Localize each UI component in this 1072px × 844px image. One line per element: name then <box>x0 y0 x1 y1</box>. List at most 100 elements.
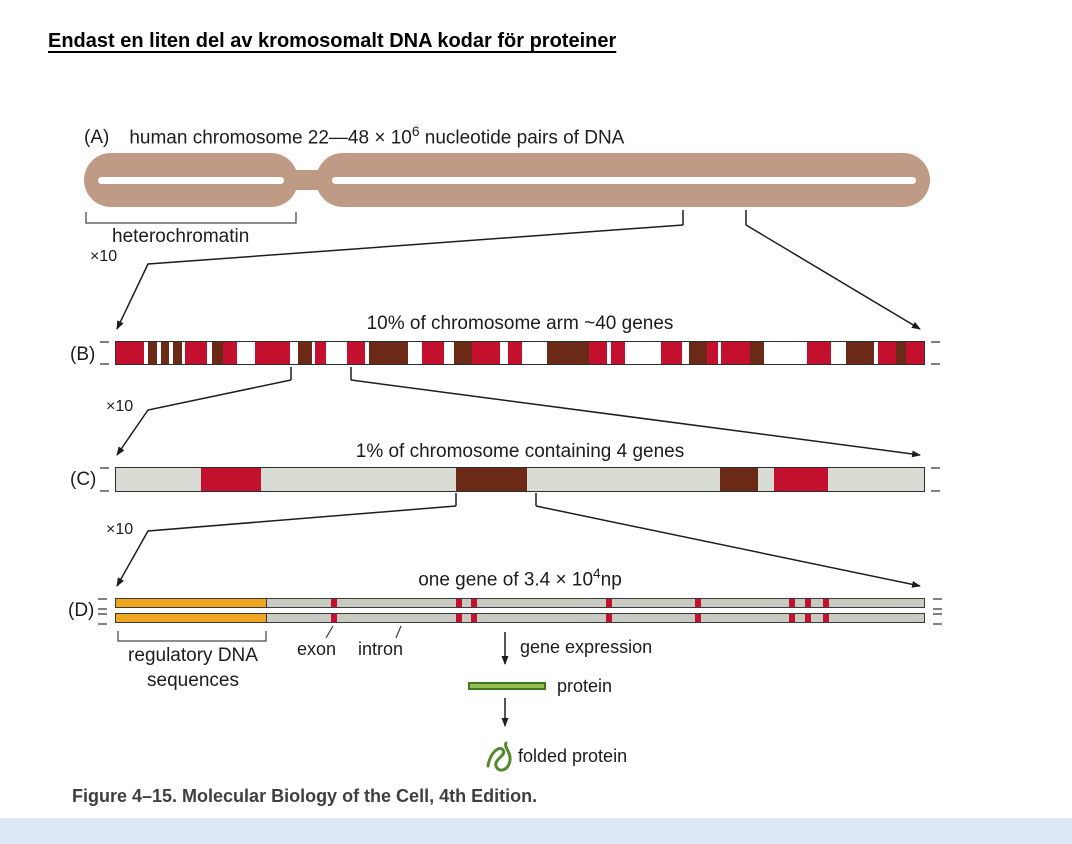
exponent: 6 <box>411 124 420 139</box>
gene-segment <box>407 342 423 364</box>
gene-segment <box>326 342 348 364</box>
heterochromatin-label: heterochromatin <box>112 226 250 247</box>
gene-segment <box>169 342 173 364</box>
gene-segment <box>454 342 472 364</box>
gene-segment <box>443 342 455 364</box>
gene-segment <box>156 342 161 364</box>
folded-protein-label: folded protein <box>518 746 628 766</box>
chromatid-line-left <box>98 177 284 184</box>
gene-segment <box>831 342 846 364</box>
gene-block <box>773 468 828 491</box>
exon-tick <box>470 614 477 622</box>
exon-tick <box>605 614 612 622</box>
gene-segment <box>706 342 718 364</box>
exon-tick <box>470 599 477 607</box>
gene-segment <box>185 342 207 364</box>
gene-segment <box>689 342 707 364</box>
chromosome-arm-bar <box>115 341 925 365</box>
intron-label: intron <box>358 639 404 659</box>
chromosome-region-bar <box>115 467 925 492</box>
gene-segment <box>749 342 764 364</box>
gene-segment <box>311 342 316 364</box>
panel-a-label: (A) <box>84 127 110 149</box>
panel-b-title: 10% of chromosome arm ~40 genes <box>366 313 674 334</box>
exon-tick <box>456 614 463 622</box>
gene-segment <box>895 342 907 364</box>
panel-d-title: one gene of 3.4 × 104np <box>418 566 622 591</box>
panel-d-label: (D) <box>68 600 95 621</box>
gene-segment <box>660 342 682 364</box>
exon-tick <box>789 599 796 607</box>
figure-caption: Figure 4–15. Molecular Biology of the Ce… <box>72 786 538 806</box>
gene-segment <box>368 342 408 364</box>
gene-strand <box>115 598 925 608</box>
exon-tick <box>330 599 337 607</box>
exon-tick <box>823 599 829 607</box>
gene-segment <box>521 342 547 364</box>
gene-segment <box>763 342 807 364</box>
exon-pointer-line <box>325 625 334 639</box>
zoom-x10-label-3: ×10 <box>106 521 134 538</box>
gene-segment <box>721 342 750 364</box>
slide-title: Endast en liten del av kromosomalt DNA k… <box>48 30 617 52</box>
exon-tick <box>823 614 829 622</box>
intron-pointer-line <box>395 625 402 639</box>
zoom-x10-label-1: ×10 <box>90 248 118 265</box>
exon-tick <box>605 599 612 607</box>
regulatory-bracket <box>117 631 267 642</box>
gene-segment <box>589 342 608 364</box>
gene-segment <box>471 342 501 364</box>
panel-c-label: (C) <box>70 469 97 490</box>
gene-segment <box>160 342 170 364</box>
gene-segment <box>906 342 925 364</box>
gene-segment <box>806 342 832 364</box>
exponent: 4 <box>593 566 601 581</box>
gene-segment <box>507 342 522 364</box>
gene-segment <box>422 342 444 364</box>
regulatory-region <box>116 599 268 607</box>
exon-tick <box>456 599 463 607</box>
gene-segment <box>845 342 875 364</box>
gene-segment <box>297 342 312 364</box>
gene-segment <box>237 342 255 364</box>
gene-segment <box>610 342 626 364</box>
gene-strand <box>115 613 925 623</box>
panel-b-label: (B) <box>70 344 96 365</box>
gene-segment <box>181 342 186 364</box>
gene-segment <box>290 342 298 364</box>
zoom-x10-label-2: ×10 <box>106 398 134 415</box>
gene-segment <box>365 342 369 364</box>
gene-segment <box>717 342 722 364</box>
panel-a-heading: (A) human chromosome 22—48 × 106 nucleot… <box>84 124 624 149</box>
exon-tick <box>789 614 796 622</box>
regulatory-region <box>116 614 268 622</box>
exon-tick <box>805 599 812 607</box>
regulatory-dna-label: regulatory DNA sequences <box>128 645 258 691</box>
gene-segment <box>877 342 896 364</box>
gene-segment <box>347 342 366 364</box>
gene-segment <box>148 342 157 364</box>
gene-block <box>200 468 261 491</box>
gene-segment <box>116 342 145 364</box>
gene-block <box>456 468 528 491</box>
footer-strip <box>0 818 1072 844</box>
gene-segment <box>546 342 590 364</box>
gene-segment <box>212 342 223 364</box>
exon-tick <box>695 614 702 622</box>
gene-diagram <box>115 598 925 624</box>
gene-segment <box>172 342 182 364</box>
heterochromatin-bracket <box>85 212 297 224</box>
exon-tick <box>805 614 812 622</box>
gene-segment <box>144 342 149 364</box>
gene-segment <box>500 342 508 364</box>
protein-bar <box>468 682 546 690</box>
gene-segment <box>625 342 661 364</box>
panel-a-title: human chromosome 22—48 × 106 nucleotide … <box>129 124 625 149</box>
centromere <box>290 170 324 190</box>
gene-segment <box>607 342 611 364</box>
folded-protein-icon <box>486 741 512 772</box>
exon-label: exon <box>297 639 337 659</box>
gene-segment <box>206 342 213 364</box>
gene-segment <box>222 342 238 364</box>
